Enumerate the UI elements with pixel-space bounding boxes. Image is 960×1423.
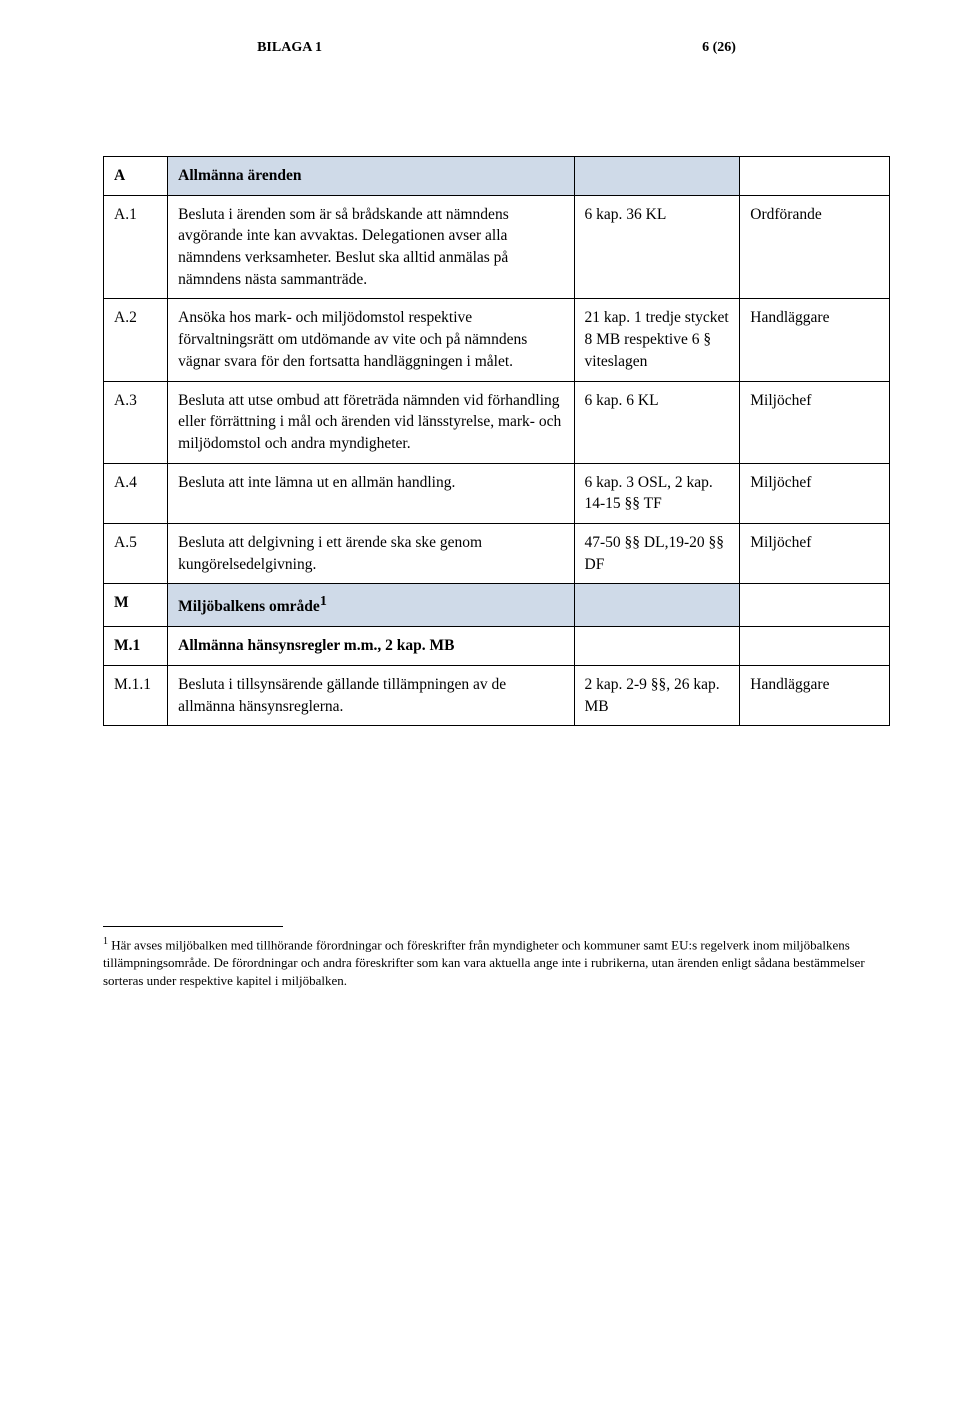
row-ref: 21 kap. 1 tredje stycket 8 MB respektive… xyxy=(574,299,740,381)
section-header-row: A Allmänna ärenden xyxy=(104,157,890,196)
section-resp-blank xyxy=(740,584,890,627)
table-row: A.5 Besluta att delgivning i ett ärende … xyxy=(104,523,890,583)
row-ref: 2 kap. 2-9 §§, 26 kap. MB xyxy=(574,665,740,725)
section-header-row: M Miljöbalkens område1 xyxy=(104,584,890,627)
row-ref: 6 kap. 3 OSL, 2 kap. 14-15 §§ TF xyxy=(574,463,740,523)
row-ref: 6 kap. 6 KL xyxy=(574,381,740,463)
subsection-title: Allmänna hänsynsregler m.m., 2 kap. MB xyxy=(168,627,574,666)
table-row: A.3 Besluta att utse ombud att företräda… xyxy=(104,381,890,463)
row-text: Besluta i tillsynsärende gällande tilläm… xyxy=(168,665,574,725)
row-resp: Miljöchef xyxy=(740,381,890,463)
row-resp: Miljöchef xyxy=(740,463,890,523)
section-title: Miljöbalkens område1 xyxy=(168,584,574,627)
delegation-table: A Allmänna ärenden A.1 Besluta i ärenden… xyxy=(103,156,890,726)
row-resp: Handläggare xyxy=(740,299,890,381)
footnote-separator xyxy=(103,926,283,927)
row-num: A.1 xyxy=(104,195,168,299)
section-key: M xyxy=(104,584,168,627)
row-text: Besluta att inte lämna ut en allmän hand… xyxy=(168,463,574,523)
row-text: Besluta i ärenden som är så brådskande a… xyxy=(168,195,574,299)
row-num: A.5 xyxy=(104,523,168,583)
footnote: 1 Här avses miljöbalken med tillhörande … xyxy=(103,935,890,989)
page-header: BILAGA 1 6 (26) xyxy=(103,40,890,56)
row-num: A.4 xyxy=(104,463,168,523)
footnote-text: Här avses miljöbalken med tillhörande fö… xyxy=(103,938,865,988)
row-resp: Handläggare xyxy=(740,665,890,725)
row-num: A.2 xyxy=(104,299,168,381)
table-row: M.1.1 Besluta i tillsynsärende gällande … xyxy=(104,665,890,725)
subsection-key: M.1 xyxy=(104,627,168,666)
section-blank xyxy=(574,157,740,196)
page-number: 6 (26) xyxy=(702,40,736,56)
row-resp: Miljöchef xyxy=(740,523,890,583)
row-num: M.1.1 xyxy=(104,665,168,725)
table-row: A.2 Ansöka hos mark- och miljödomstol re… xyxy=(104,299,890,381)
row-ref: 6 kap. 36 KL xyxy=(574,195,740,299)
subsection-blank xyxy=(574,627,740,666)
footnote-marker: 1 xyxy=(320,594,327,609)
subsection-header-row: M.1 Allmänna hänsynsregler m.m., 2 kap. … xyxy=(104,627,890,666)
row-text: Ansöka hos mark- och miljödomstol respek… xyxy=(168,299,574,381)
row-text: Besluta att utse ombud att företräda näm… xyxy=(168,381,574,463)
section-key: A xyxy=(104,157,168,196)
row-text: Besluta att delgivning i ett ärende ska … xyxy=(168,523,574,583)
section-title: Allmänna ärenden xyxy=(168,157,574,196)
row-ref: 47-50 §§ DL,19-20 §§ DF xyxy=(574,523,740,583)
table-row: A.1 Besluta i ärenden som är så brådskan… xyxy=(104,195,890,299)
row-num: A.3 xyxy=(104,381,168,463)
section-blank xyxy=(574,584,740,627)
row-resp: Ordförande xyxy=(740,195,890,299)
section-resp-blank xyxy=(740,157,890,196)
subsection-resp-blank xyxy=(740,627,890,666)
appendix-label: BILAGA 1 xyxy=(257,40,322,56)
section-title-text: Miljöbalkens område xyxy=(178,598,320,615)
table-row: A.4 Besluta att inte lämna ut en allmän … xyxy=(104,463,890,523)
